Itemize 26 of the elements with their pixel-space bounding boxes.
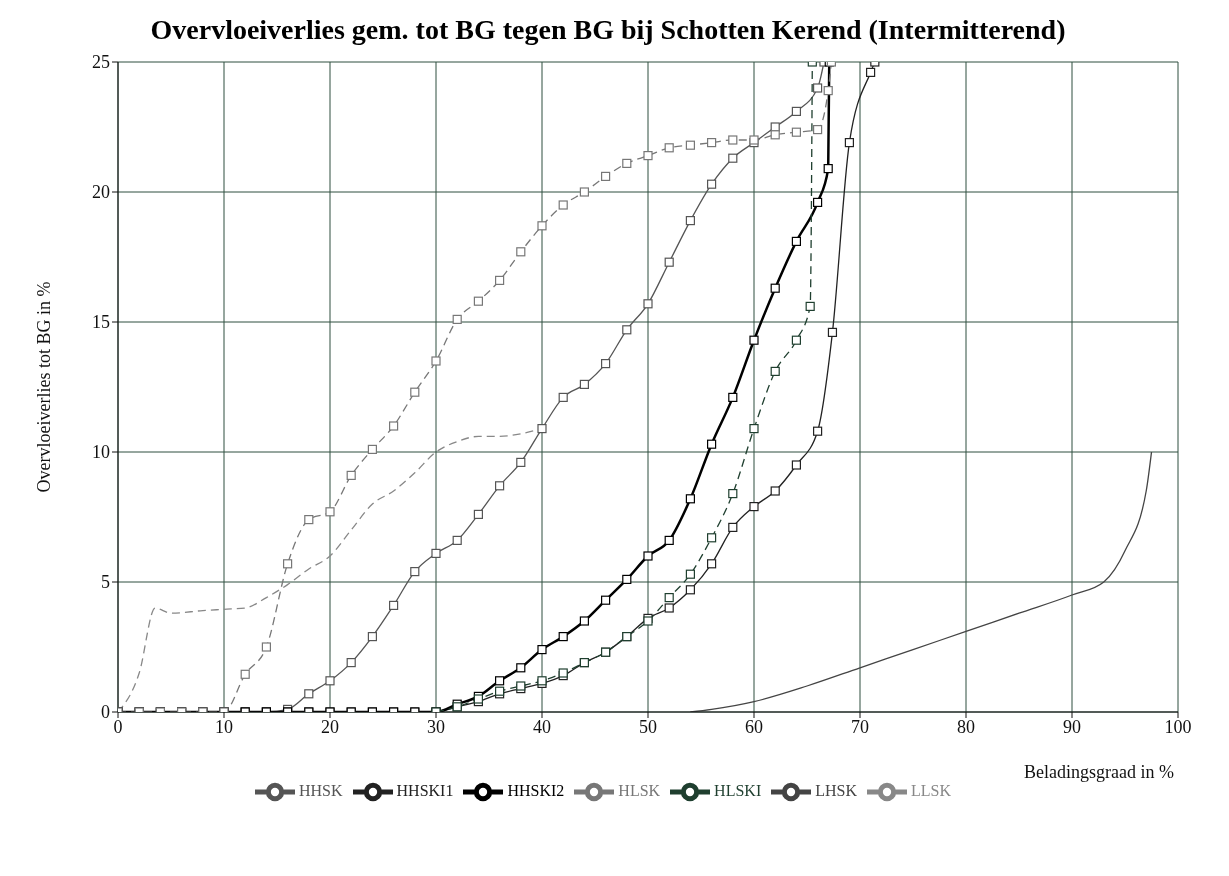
legend-label: HLSKI xyxy=(714,781,762,799)
legend-label: HHSKI1 xyxy=(396,781,454,799)
legend-label: LLSK xyxy=(911,781,951,799)
x-tick-label: 30 xyxy=(427,716,445,737)
x-tick-label: 80 xyxy=(957,716,975,737)
x-tick-label: 90 xyxy=(1063,716,1081,737)
y-tick-label: 10 xyxy=(92,442,110,463)
x-tick-label: 60 xyxy=(745,716,763,737)
legend-label: HLSK xyxy=(618,781,661,799)
y-tick-label: 20 xyxy=(92,182,110,203)
y-tick-label: 25 xyxy=(92,52,110,73)
y-tick-label: 15 xyxy=(92,312,110,333)
x-tick-label: 40 xyxy=(533,716,551,737)
x-tick-label: 20 xyxy=(321,716,339,737)
y-tick-label: 5 xyxy=(101,572,110,593)
y-axis-title: Overvloeiverlies tot BG in % xyxy=(34,281,55,493)
legend-label: HHSK xyxy=(298,781,343,799)
x-axis-title: Beladingsgraad in % xyxy=(1024,762,1174,782)
x-tick-label: 50 xyxy=(639,716,657,737)
legend-label: HHSKI2 xyxy=(507,781,565,799)
chart-title: Overvloeiverlies gem. tot BG tegen BG bij Schotten Kerend (Intermitterend) xyxy=(149,13,1067,47)
x-tick-label: 70 xyxy=(851,716,869,737)
x-tick-label: 100 xyxy=(1164,716,1192,737)
y-tick-label: 0 xyxy=(101,702,110,723)
legend-label: LHSK xyxy=(815,781,857,799)
x-tick-label: 10 xyxy=(215,716,233,737)
